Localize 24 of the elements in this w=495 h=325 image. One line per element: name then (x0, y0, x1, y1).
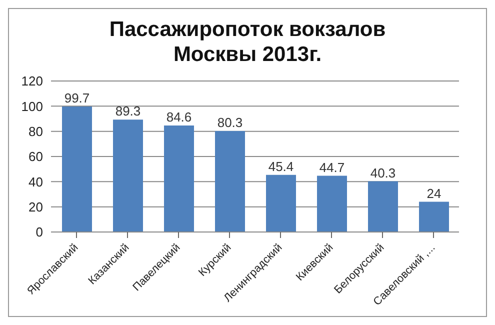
bar (113, 120, 143, 232)
bar (266, 174, 296, 232)
data-label: 45.4 (268, 158, 294, 174)
data-label: 44.7 (319, 160, 345, 175)
bar (368, 181, 398, 232)
y-tick-label: 80 (28, 124, 43, 139)
data-label: 40.3 (370, 165, 396, 180)
data-label: 84.6 (166, 110, 192, 125)
bar (164, 126, 194, 232)
data-label: 99.7 (64, 90, 90, 106)
bar (62, 106, 92, 232)
y-tick-label: 20 (28, 199, 43, 214)
y-tick-label: 0 (36, 224, 43, 240)
chart-title: Пассажиропоток вокзалов Москвы 2013г. (108, 17, 387, 67)
bar (419, 202, 449, 232)
y-tick-label: 100 (21, 98, 43, 114)
data-label: 24 (426, 186, 442, 201)
bar (215, 130, 245, 232)
data-label: 89.3 (115, 104, 141, 119)
y-tick-label: 120 (21, 74, 43, 89)
data-label: 80.3 (217, 114, 243, 130)
y-tick-label: 40 (28, 174, 43, 190)
y-tick-label: 60 (28, 149, 43, 164)
bar (317, 176, 347, 232)
